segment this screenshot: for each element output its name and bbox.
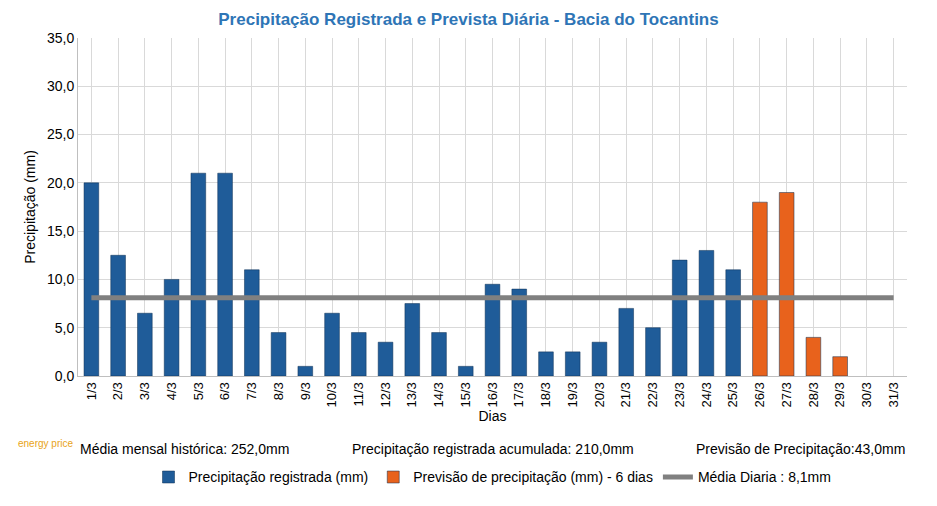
svg-text:3/3: 3/3: [137, 382, 152, 400]
svg-text:Previsão de Precipitação:43,0m: Previsão de Precipitação:43,0mm: [696, 441, 905, 457]
svg-text:Precipitação Registrada e Prev: Precipitação Registrada e Prevista Diári…: [218, 10, 718, 29]
svg-text:17/3: 17/3: [511, 382, 526, 407]
svg-text:Precipitação registrada acumul: Precipitação registrada acumulada: 210,0…: [352, 441, 634, 457]
svg-text:9/3: 9/3: [298, 382, 313, 400]
svg-text:24/3: 24/3: [699, 382, 714, 407]
svg-text:energy price: energy price: [18, 438, 73, 449]
svg-text:18/3: 18/3: [538, 382, 553, 407]
svg-text:4/3: 4/3: [164, 382, 179, 400]
svg-text:Média mensal histórica: 252,0m: Média mensal histórica: 252,0mm: [80, 441, 289, 457]
svg-text:28/3: 28/3: [806, 382, 821, 407]
svg-text:25/3: 25/3: [725, 382, 740, 407]
svg-text:0,0: 0,0: [55, 368, 75, 384]
svg-text:11/3: 11/3: [351, 382, 366, 406]
svg-text:22/3: 22/3: [645, 382, 660, 407]
svg-text:Média Diaria : 8,1mm: Média Diaria : 8,1mm: [698, 469, 831, 485]
svg-text:20/3: 20/3: [592, 382, 607, 407]
svg-text:7/3: 7/3: [244, 382, 259, 400]
svg-text:25,0: 25,0: [47, 126, 74, 142]
svg-text:31/3: 31/3: [886, 382, 901, 407]
svg-text:27/3: 27/3: [779, 382, 794, 407]
svg-text:23/3: 23/3: [672, 382, 687, 407]
svg-text:15/3: 15/3: [458, 382, 473, 407]
svg-text:20,0: 20,0: [47, 175, 74, 191]
svg-text:10/3: 10/3: [324, 382, 339, 407]
svg-text:Precipitação (mm): Precipitação (mm): [22, 150, 38, 264]
svg-text:6/3: 6/3: [217, 382, 232, 400]
svg-text:15,0: 15,0: [47, 223, 74, 239]
svg-text:5,0: 5,0: [55, 320, 75, 336]
svg-text:Dias: Dias: [478, 408, 506, 424]
svg-text:Precipitação registrada (mm): Precipitação registrada (mm): [189, 469, 369, 485]
svg-text:10,0: 10,0: [47, 271, 74, 287]
svg-text:16/3: 16/3: [485, 382, 500, 407]
svg-text:2/3: 2/3: [110, 382, 125, 400]
svg-text:14/3: 14/3: [431, 382, 446, 407]
svg-text:Previsão de precipitação (mm): Previsão de precipitação (mm) - 6 dias: [413, 469, 653, 485]
svg-text:29/3: 29/3: [832, 382, 847, 407]
svg-text:8/3: 8/3: [271, 382, 286, 400]
svg-text:12/3: 12/3: [378, 382, 393, 407]
svg-text:30,0: 30,0: [47, 78, 74, 94]
svg-text:5/3: 5/3: [191, 382, 206, 400]
svg-text:1/3: 1/3: [84, 382, 99, 400]
svg-text:30/3: 30/3: [859, 382, 874, 407]
svg-text:35,0: 35,0: [47, 30, 74, 46]
svg-text:19/3: 19/3: [565, 382, 580, 407]
svg-text:26/3: 26/3: [752, 382, 767, 407]
svg-text:21/3: 21/3: [618, 382, 633, 407]
svg-text:13/3: 13/3: [404, 382, 419, 407]
